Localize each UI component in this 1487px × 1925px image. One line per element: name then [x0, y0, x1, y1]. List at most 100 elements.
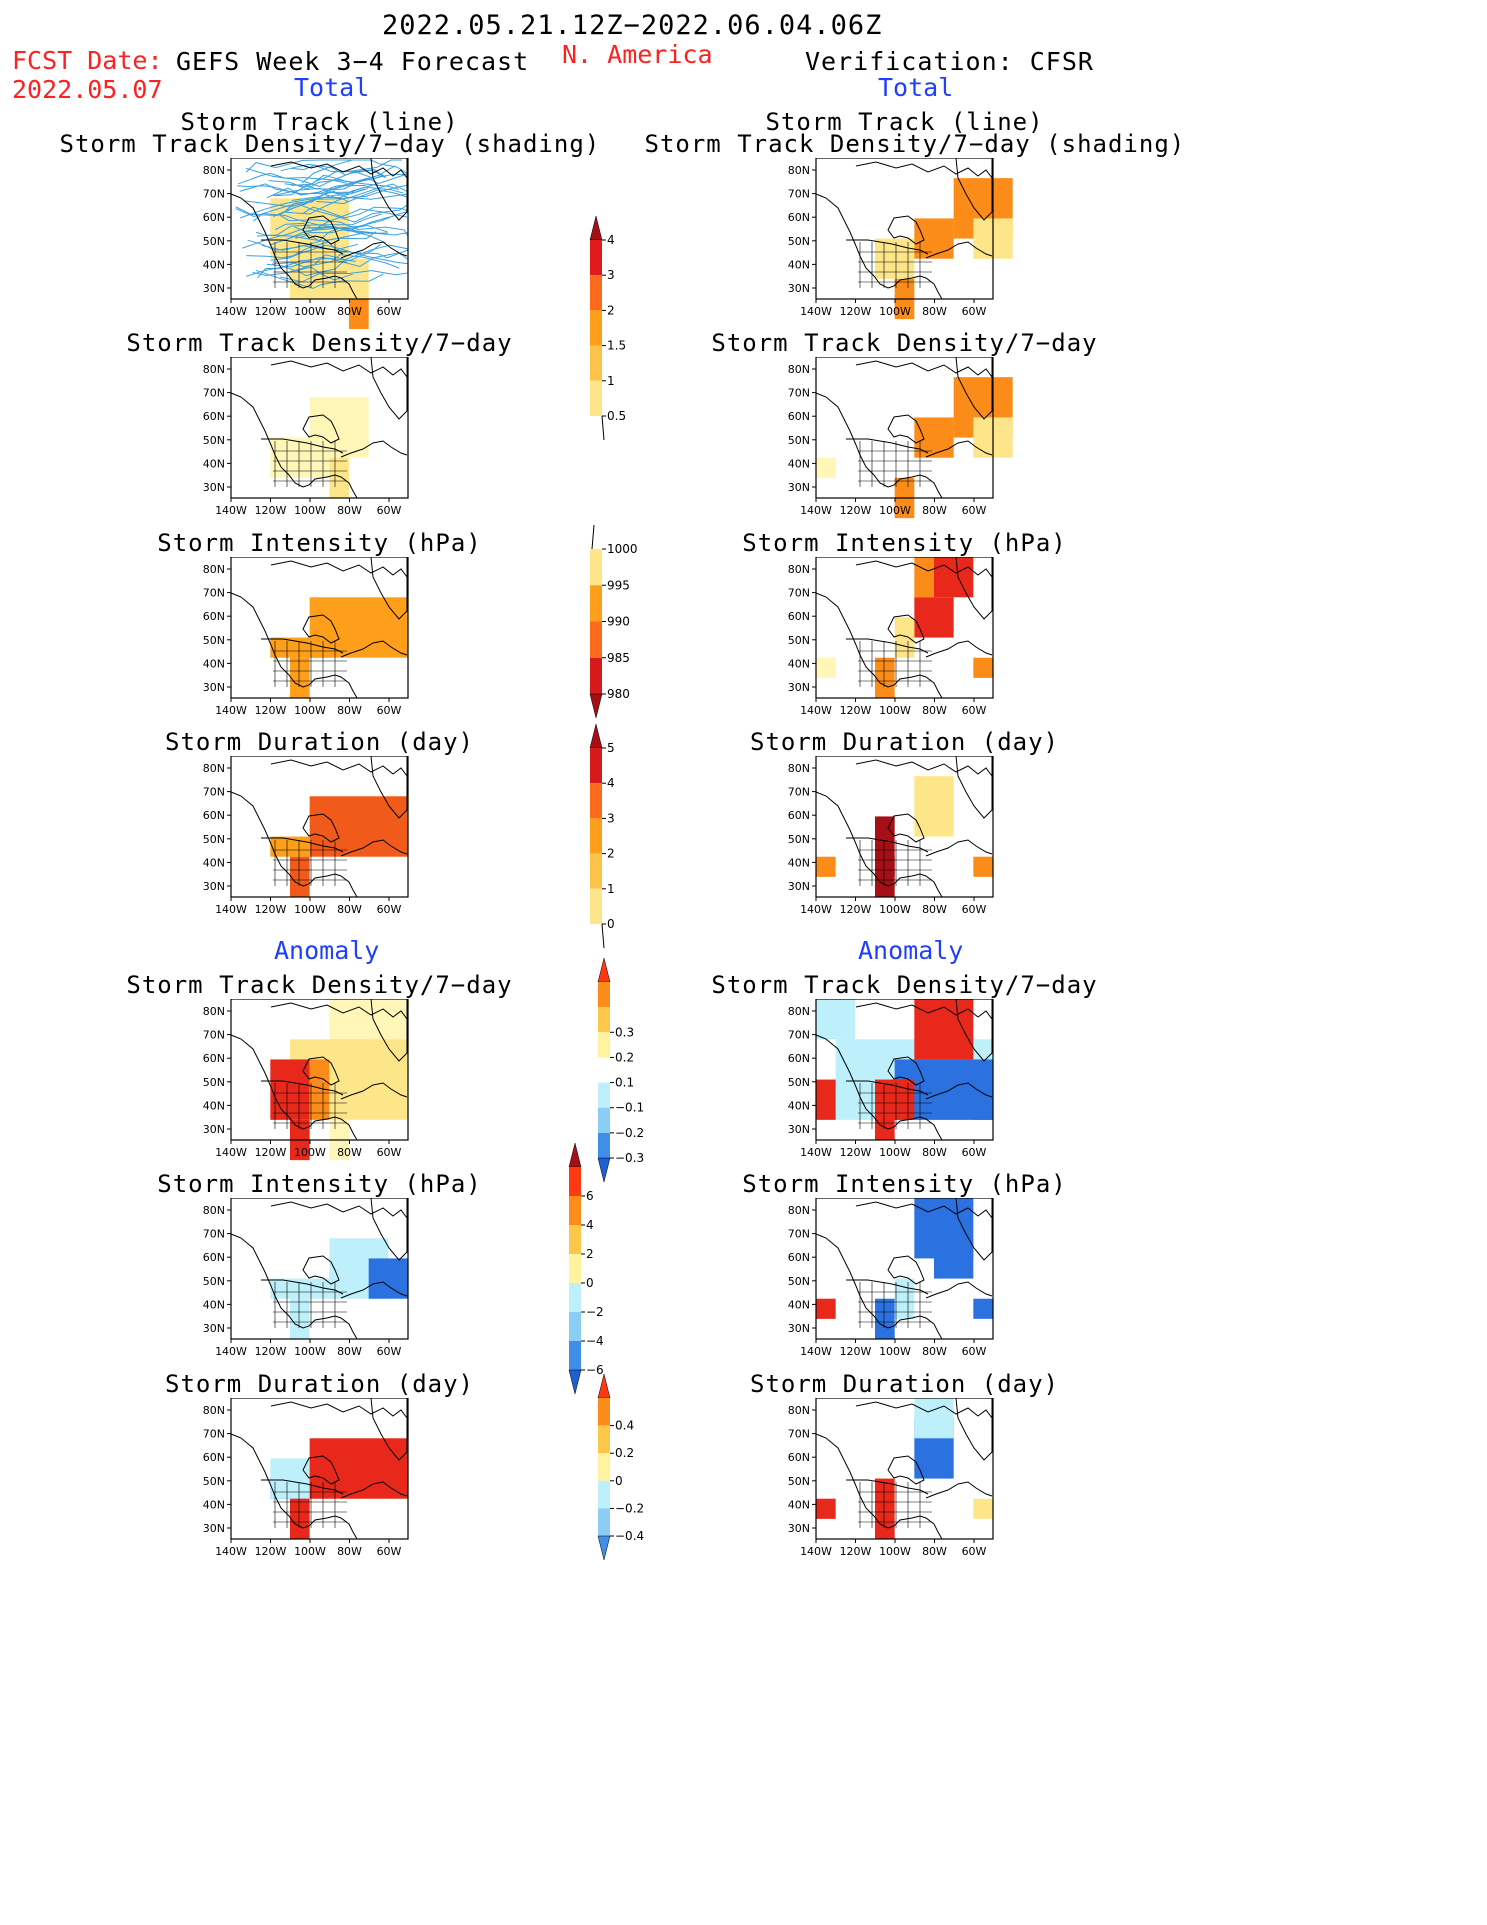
shading-cell	[816, 1079, 836, 1120]
lat-tick-label: 60N	[203, 211, 225, 224]
shading-cell	[875, 856, 895, 897]
colorbar-segment	[598, 1480, 610, 1509]
colorbar-label: −6	[586, 1363, 604, 1377]
lat-tick-label: 60N	[203, 1251, 225, 1264]
storm-track-lines	[235, 159, 409, 289]
lat-tick-label: 80N	[203, 164, 225, 177]
lat-tick-label: 40N	[788, 856, 810, 869]
lat-tick-label: 40N	[788, 1099, 810, 1112]
anomaly-label-right: Anomaly	[858, 936, 964, 965]
colorbar-segment	[598, 1398, 610, 1426]
colorbar-segment	[590, 748, 602, 784]
total-label-left: Total	[294, 73, 370, 102]
coastline-path	[340, 1281, 408, 1299]
coastlines	[230, 999, 408, 1141]
colorbar-bottom-arrow	[589, 693, 603, 719]
lon-tick-label: 80W	[337, 1345, 362, 1358]
panel-title-total-duration-v: Storm Duration (day)	[750, 728, 1059, 756]
coastline-path	[955, 999, 993, 1062]
coastline-path	[955, 158, 993, 221]
storm-track-line	[272, 173, 383, 217]
lat-tick-label: 80N	[788, 762, 810, 775]
coastline-path	[815, 392, 943, 499]
map-panel-anom-density-v: 80N 70N 60N 50N 40N 30N 140W 120W 100W 80W 60W	[788, 999, 994, 1159]
colorbar-top-arrow	[597, 957, 611, 983]
lon-tick-label: 120W	[255, 704, 287, 717]
colorbar-segment	[598, 1425, 610, 1454]
storm-track-line	[279, 270, 409, 283]
lat-tick-label: 80N	[203, 1404, 225, 1417]
colorbar-total-duration: 5 4 3 2 1 0	[589, 723, 615, 949]
lon-tick-label: 80W	[337, 1545, 362, 1558]
coastline-path	[340, 640, 408, 658]
lon-tick-label: 140W	[800, 504, 832, 517]
colorbar-label: 0.3	[615, 1025, 634, 1039]
lon-tick-label: 80W	[337, 1146, 362, 1159]
lat-tick-label: 80N	[788, 1404, 810, 1417]
colorbar-label: 1000	[607, 542, 638, 556]
coastline-path	[815, 193, 943, 300]
lat-tick-label: 40N	[203, 1498, 225, 1511]
coastline-path	[370, 357, 408, 420]
shading-cell	[875, 1478, 895, 1539]
colorbar-label: 1.5	[607, 339, 626, 353]
lon-tick-label: 120W	[255, 1345, 287, 1358]
coastline-path	[340, 241, 408, 259]
lon-tick-label: 100W	[294, 1146, 326, 1159]
lat-tick-label: 70N	[788, 1228, 810, 1241]
shading-cell	[309, 1059, 330, 1120]
lat-tick-label: 80N	[788, 1204, 810, 1217]
colorbar-segment	[590, 345, 602, 381]
storm-track-line	[245, 167, 387, 188]
panel-title-total-duration: Storm Duration (day)	[165, 728, 474, 756]
colorbar-label: 0.2	[615, 1050, 634, 1064]
colorbar-label: −0.1	[615, 1101, 644, 1115]
lat-tick-label: 50N	[203, 1076, 225, 1089]
lon-tick-label: 140W	[215, 504, 247, 517]
fcst-date-label: FCST Date:	[12, 46, 163, 75]
lon-tick-label: 80W	[337, 903, 362, 916]
coastline-path	[302, 1455, 340, 1485]
coastline-path	[230, 1233, 358, 1340]
coastline-path	[887, 215, 925, 245]
colorbar-segment	[590, 888, 602, 924]
lon-tick-label: 120W	[840, 1545, 872, 1558]
lat-tick-label: 50N	[788, 235, 810, 248]
shading-cell	[816, 999, 856, 1040]
colorbar-segment	[590, 621, 602, 658]
colorbar-label: 1	[607, 882, 615, 896]
panel-title-total-density-v: Storm Track Density/7−day	[711, 329, 1098, 357]
shading-cell	[290, 258, 369, 299]
coastline-path	[887, 1056, 925, 1086]
coastlines	[815, 357, 993, 499]
colorbar-label: 990	[607, 615, 630, 629]
lon-tick-label: 100W	[879, 1545, 911, 1558]
lon-tick-label: 120W	[840, 504, 872, 517]
lat-tick-label: 60N	[788, 1052, 810, 1065]
coastlines	[230, 1398, 408, 1540]
coastlines	[815, 756, 993, 898]
coastlines	[815, 1198, 993, 1340]
colorbar-label: 2	[607, 847, 615, 861]
colorbar-label: 995	[607, 578, 630, 592]
lon-tick-label: 80W	[922, 305, 947, 318]
map-frame	[230, 1398, 409, 1540]
coastline-path	[925, 1281, 993, 1299]
coastline-path	[270, 1002, 408, 1020]
colorbar-label: 2	[586, 1247, 594, 1261]
coastline-path	[955, 756, 993, 819]
lon-tick-label: 100W	[879, 504, 911, 517]
map-panel-total-density-v: 80N 70N 60N 50N 40N 30N 140W 120W 100W 80W 60W	[788, 357, 1013, 519]
coastline-path	[855, 360, 993, 378]
lat-tick-label: 70N	[203, 188, 225, 201]
lon-tick-label: 140W	[215, 1545, 247, 1558]
lat-tick-label: 70N	[203, 387, 225, 400]
lon-tick-label: 60W	[377, 1345, 402, 1358]
lon-tick-label: 140W	[215, 1146, 247, 1159]
lat-tick-label: 30N	[788, 282, 810, 295]
date-range-title: 2022.05.21.12Z−2022.06.04.06Z	[382, 10, 883, 41]
storm-track-line	[283, 208, 407, 242]
colorbar-segment	[598, 1107, 610, 1133]
colorbar-segment	[569, 1196, 581, 1225]
colorbar-label: 4	[607, 233, 615, 247]
